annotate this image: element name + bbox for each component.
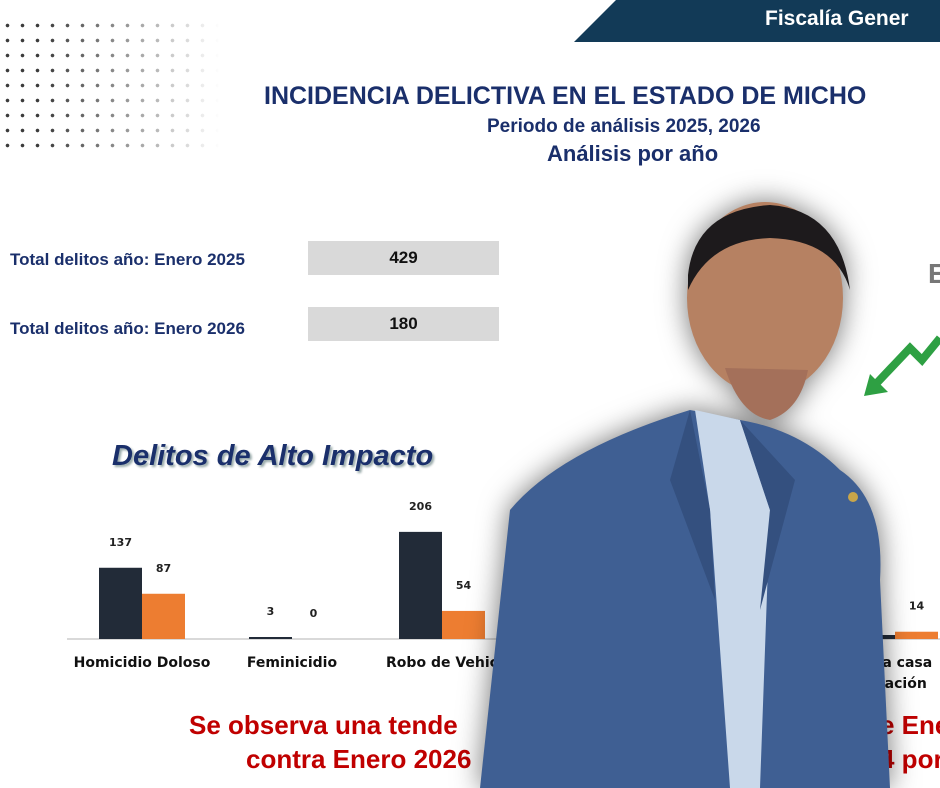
bar [399,531,442,639]
banner-text: Fiscalía Gener [765,7,909,30]
total-2026-value: 180 [308,307,499,341]
data-label: 87 [156,562,171,575]
category-label: Feminicidio [247,655,338,671]
bar [895,631,938,639]
bar [249,637,292,639]
side-letter: E [928,258,940,289]
header-banner [574,0,940,42]
data-label: 206 [409,500,432,513]
analysis-subtitle: Análisis por año [547,141,719,166]
caption-line1-left: Se observa una tende [189,710,458,740]
data-label: 14 [909,600,925,613]
bar [442,610,485,639]
data-label: 54 [456,579,472,592]
green-trend-arrow-icon [864,335,940,396]
total-2025-value: 429 [308,241,499,275]
caption-line1-right: e Ene [880,710,940,740]
bar [99,567,142,639]
caption-line2-left: contra Enero 2026 [246,744,472,774]
total-2026-label: Total delitos año: Enero 2026 [10,319,245,338]
page-title: INCIDENCIA DELICTIVA EN EL ESTADO DE MIC… [264,82,867,110]
data-label: 137 [109,536,132,549]
period-subtitle: Periodo de análisis 2025, 2026 [487,116,761,137]
data-label: 0 [310,607,318,620]
category-label: Robo de Vehic [386,655,498,671]
caption-line2-right: 4 por [880,744,940,774]
bar [142,593,185,639]
person-photo [480,202,890,788]
data-label: 3 [267,605,275,618]
category-label: Homicidio Doloso [74,655,211,671]
total-2025-label: Total delitos año: Enero 2025 [10,250,245,269]
dot-pattern-decoration [0,18,220,158]
chart-title: Delitos de Alto Impacto [112,440,434,472]
